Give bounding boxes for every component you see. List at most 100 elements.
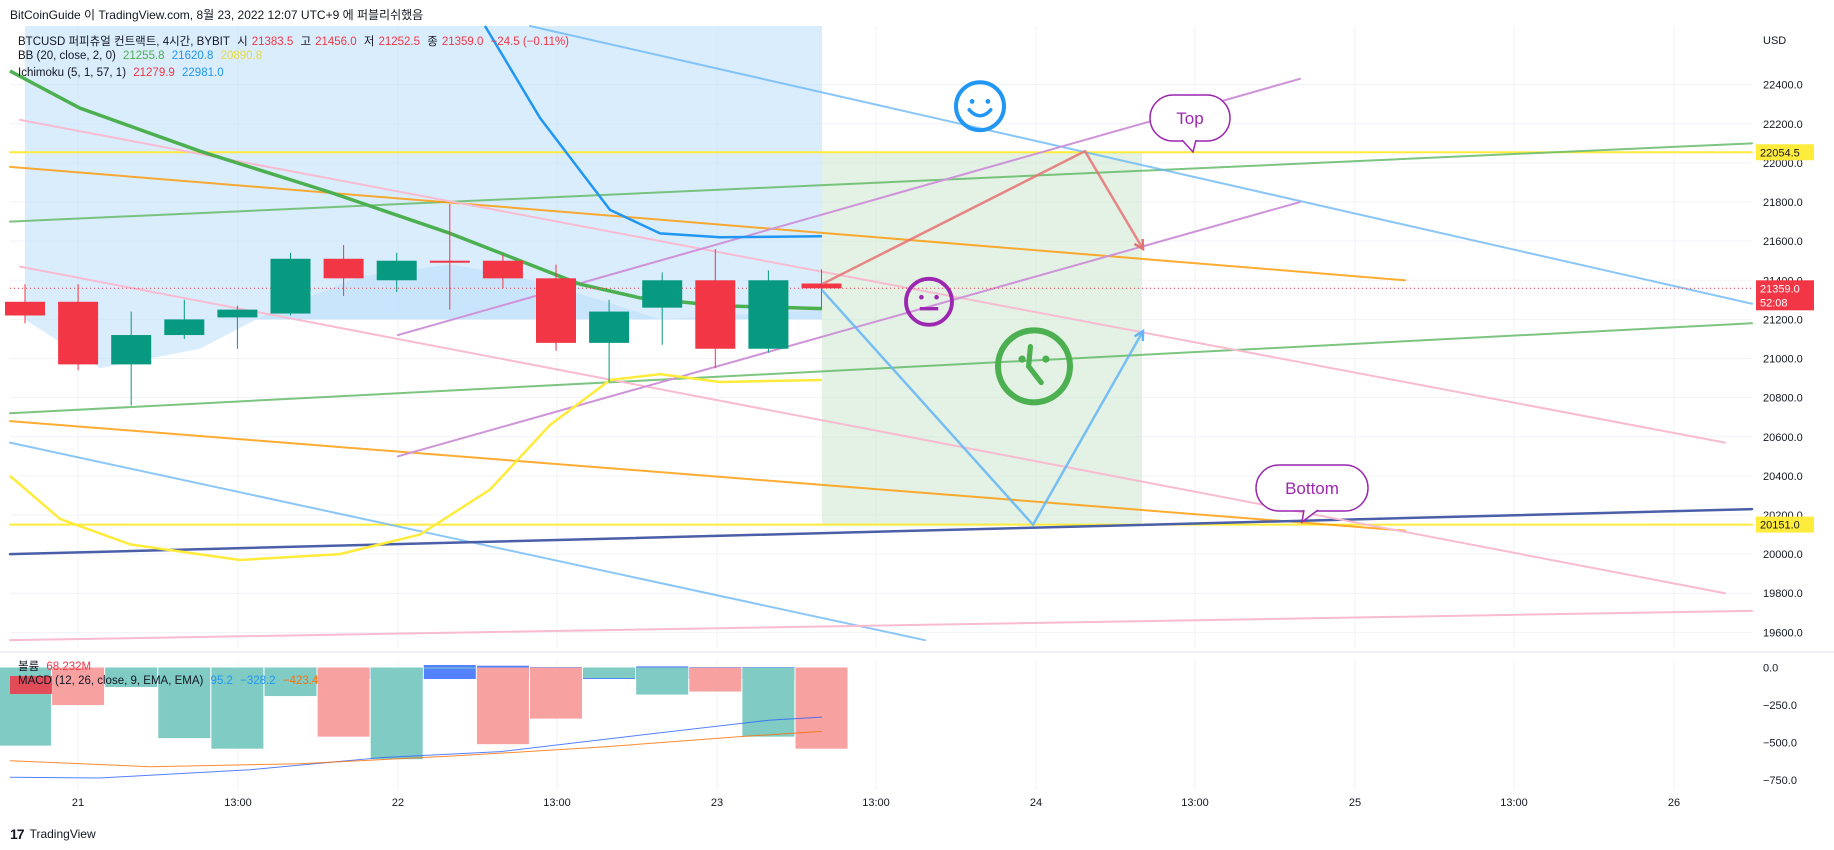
candle-body (58, 301, 99, 365)
channel-purple-lower (397, 201, 1301, 458)
candle-12 (642, 272, 683, 345)
macd-hist-value: 95.2 (210, 675, 233, 687)
volume-axis-marker (10, 676, 52, 694)
trend-green-upper (9, 142, 1753, 223)
x-tick-label: 21 (72, 797, 84, 809)
trend-orange-upper (9, 165, 1406, 282)
forecast-arrow-red-path (821, 149, 1145, 286)
macd-tick-label: −250.0 (1763, 700, 1797, 712)
trend-pink-2 (19, 265, 1726, 595)
candle-body (164, 319, 205, 336)
price-tag-countdown: 52:08 (1760, 297, 1788, 309)
candle-body (748, 280, 789, 349)
x-tick-label: 13:00 (1500, 797, 1528, 809)
y-tick-label: 21600.0 (1763, 236, 1803, 248)
axes: USD 22400.0 22200.0 22000.0 21800.0 21600.0 21… (10, 35, 1814, 809)
candles (5, 203, 842, 406)
callout-bottom-tail (1300, 509, 1319, 524)
x-tick-label: 13:00 (862, 797, 890, 809)
macd-bar-10 (530, 667, 582, 719)
macd-bar-11 (583, 667, 636, 679)
macd-signal-value: −423.4 (282, 675, 319, 687)
macd-bar-2 (105, 667, 158, 688)
macd-tick-label: 0.0 (1763, 663, 1778, 675)
callout-top-text: Top (1176, 109, 1203, 128)
forecast-arrow-blue (821, 289, 1145, 527)
y-tick-label: 21000.0 (1763, 354, 1803, 366)
smiley-confused-icon-mouth (1025, 343, 1044, 386)
change-value: −24.5 (−0.11%) (490, 36, 570, 48)
macd-bar-6 (317, 667, 370, 737)
smiley-neutral-icon-eye (934, 294, 939, 300)
trend-blue-upper (529, 25, 1753, 305)
candle-body (5, 301, 45, 316)
candle-4 (217, 305, 258, 349)
smiley-neutral-icon (904, 276, 954, 327)
tradingview-logo-icon: 17 (10, 826, 25, 842)
x-tick-label: 13:00 (1181, 797, 1209, 809)
candle-body (589, 311, 630, 343)
macd-bar-9 (476, 667, 529, 745)
candle-body (482, 260, 523, 279)
forecast-arrow-blue-head (1133, 328, 1145, 342)
trend-orange-lower (9, 420, 1406, 532)
legend-macd-row: MACD (12, 26, close, 9, EMA, EMA) 95.2 −… (18, 675, 322, 687)
footer-brand: TradingView (29, 827, 96, 841)
candle-body (801, 283, 842, 289)
ichimoku-b: 22981.0 (182, 67, 224, 79)
candle-6 (323, 245, 364, 296)
bb-label: BB (20, close, 2, 0) (18, 50, 116, 62)
y-tick-label: 20000.0 (1763, 549, 1803, 561)
candle-0 (5, 284, 45, 324)
candle-1 (58, 284, 99, 371)
candle-8 (429, 203, 470, 310)
trend-green-lower (9, 322, 1753, 415)
price-tag-1: 21359.0 52:08 (1756, 280, 1814, 311)
price-tag-2: 20151.0 (1756, 516, 1814, 533)
callout-top-tail (1181, 139, 1197, 154)
callout-bottom: Bottom (1255, 464, 1369, 524)
callout-bottom-text: Bottom (1285, 479, 1339, 498)
x-tick-label: 22 (392, 797, 404, 809)
callout-top: Top (1149, 94, 1231, 154)
x-tick-label: 24 (1030, 797, 1042, 809)
smiley-confused-icon-eye (1042, 355, 1050, 363)
x-tick-label: 23 (711, 797, 723, 809)
bb-lower-line (9, 372, 823, 562)
candle-body (642, 280, 683, 308)
candle-3 (164, 299, 205, 339)
macd-label: MACD (12, 26, close, 9, EMA, EMA) (18, 675, 204, 687)
y-tick-label: 20400.0 (1763, 471, 1803, 483)
macd-bar-1 (52, 667, 105, 706)
candle-5 (270, 252, 311, 316)
price-tag-value: 21359.0 (1760, 283, 1800, 295)
y-tick-label: 22200.0 (1763, 119, 1803, 131)
candle-body (536, 278, 576, 343)
candle-body (111, 335, 152, 365)
bb-upper: 21620.8 (171, 50, 214, 62)
close-label: 종 (427, 36, 438, 48)
price-tag-0: 22054.5 (1756, 144, 1814, 161)
trend-pink-3 (9, 609, 1753, 642)
y-tick-label: 20600.0 (1763, 432, 1803, 444)
low-value: 21252.5 (378, 36, 421, 48)
macd-bar-4 (211, 667, 264, 749)
macd-bar-8 (423, 667, 476, 669)
y-tick-label: 19800.0 (1763, 588, 1803, 600)
x-tick-label: 26 (1668, 797, 1680, 809)
smiley-happy-icon-eye (969, 98, 975, 104)
candle-14 (748, 270, 789, 353)
volume-label: 볼륨 (18, 661, 40, 673)
footer: 17 TradingView (10, 826, 96, 842)
symbol-label: BTCUSD 퍼피츄얼 컨트랙트, 4시간, BYBIT (18, 36, 230, 48)
open-value: 21383.5 (251, 36, 294, 48)
y-tick-label: 21200.0 (1763, 314, 1803, 326)
currency-label: USD (1763, 35, 1786, 47)
price-tag-value: 20151.0 (1760, 520, 1800, 532)
smiley-happy-icon-mouth (967, 108, 993, 118)
macd-bar-15 (795, 667, 848, 749)
candle-11 (589, 299, 630, 382)
trend-navy-support (8, 507, 1754, 556)
candle-7 (376, 252, 417, 293)
